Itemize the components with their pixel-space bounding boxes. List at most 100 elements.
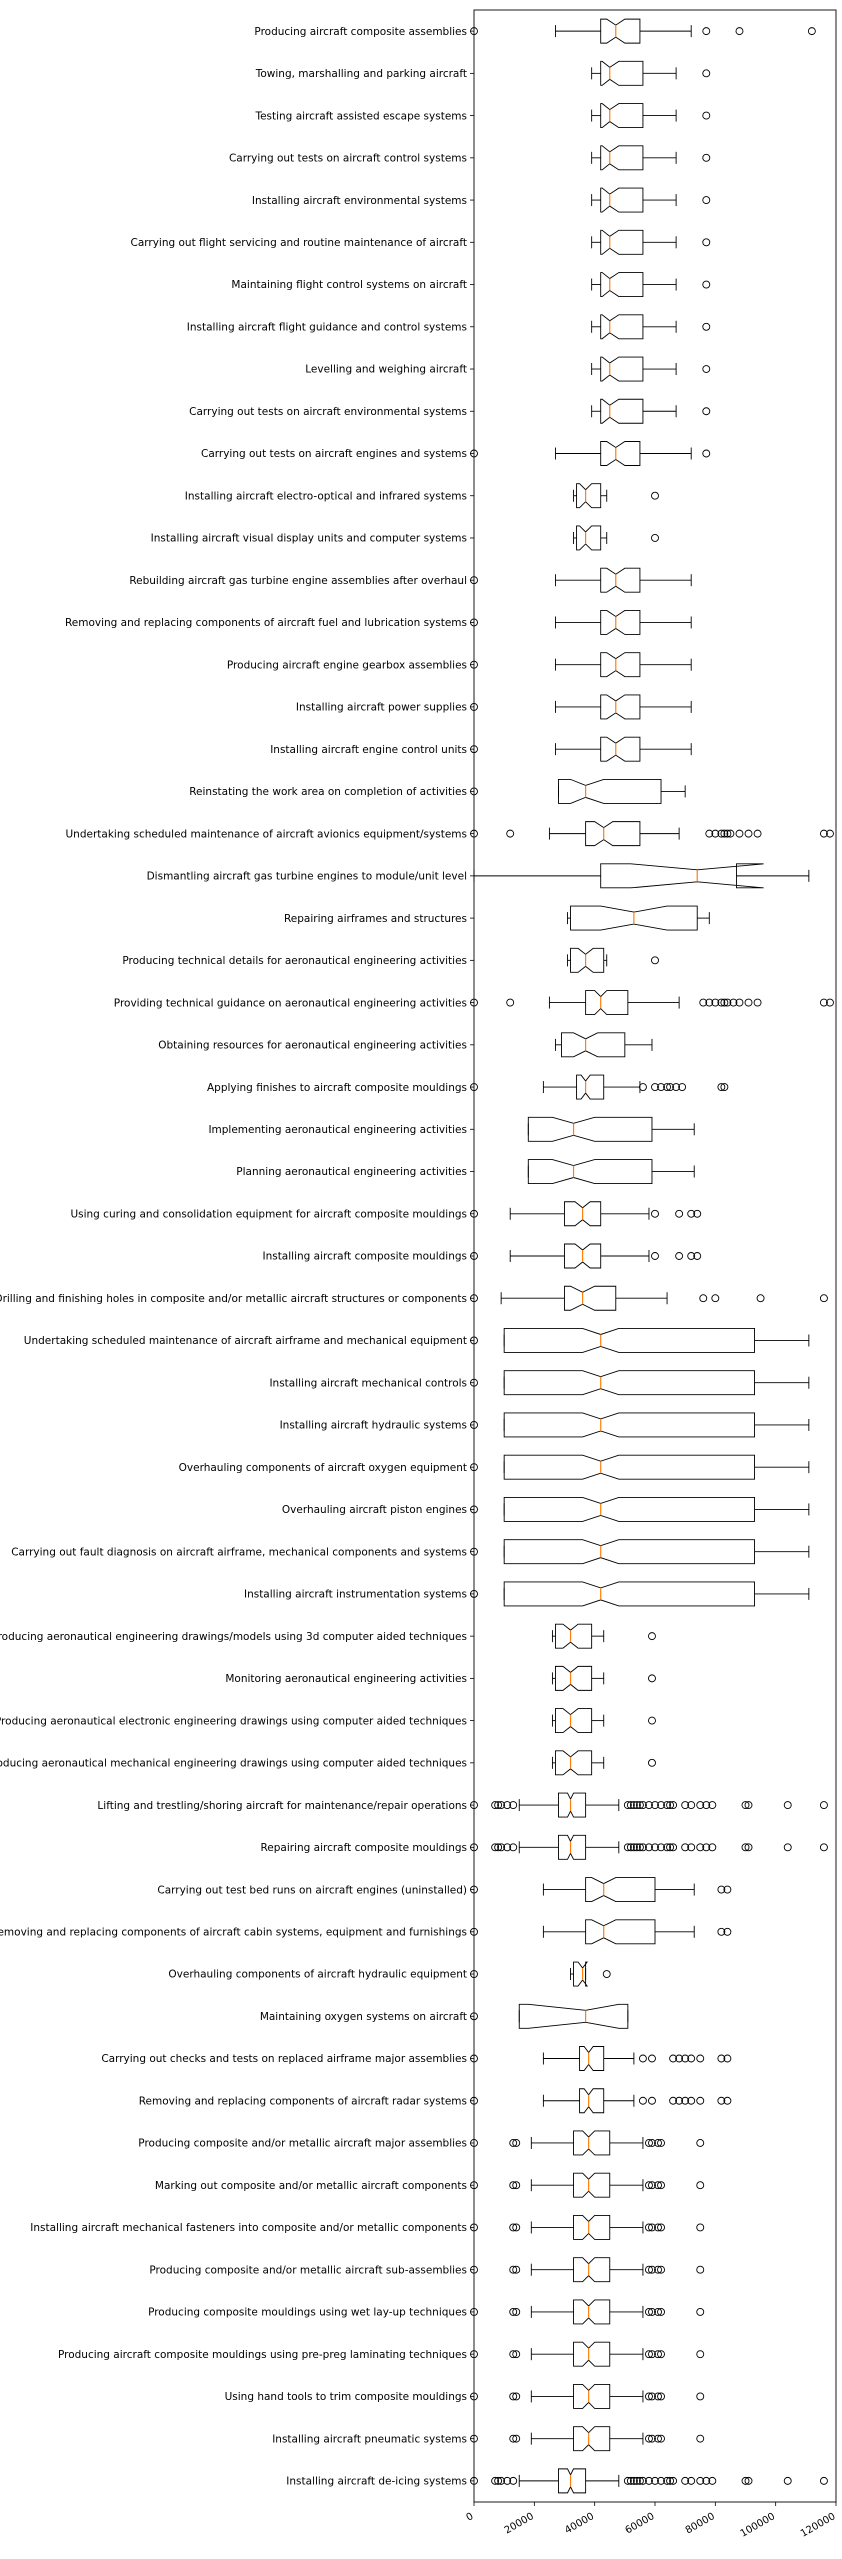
outlier-point <box>720 1083 729 1092</box>
outlier-point <box>681 1843 690 1852</box>
y-tick-label: Producing aeronautical electronic engine… <box>0 1715 467 1727</box>
outlier-point <box>623 2476 632 2485</box>
notched-box <box>600 398 644 424</box>
box-row: Drilling and finishing holes in composit… <box>0 1285 828 1311</box>
outlier-point <box>648 2096 656 2105</box>
box-row: Producing aircraft composite mouldings u… <box>58 2341 705 2367</box>
outlier-point <box>702 280 711 289</box>
notched-box <box>564 1201 602 1227</box>
outlier-point <box>741 1801 750 1810</box>
outlier-point <box>512 2307 521 2316</box>
box-row: Applying finishes to aircraft composite … <box>207 1074 729 1100</box>
notched-box <box>600 694 641 720</box>
outlier-point <box>699 998 708 1007</box>
outlier-point <box>629 1843 638 1852</box>
outlier-point <box>645 2392 653 2401</box>
outlier-point <box>512 2223 521 2232</box>
y-tick-label: Providing technical guidance on aeronaut… <box>114 997 467 1009</box>
y-tick-label: Implementing aeronautical engineering ac… <box>208 1124 467 1136</box>
outlier-point <box>669 1843 678 1852</box>
outlier-point <box>506 829 515 838</box>
outlier-point <box>826 998 834 1007</box>
outlier-point <box>509 2139 518 2147</box>
outlier-point <box>675 2054 684 2063</box>
outlier-point <box>696 2434 705 2443</box>
box-row: Towing, marshalling and parking aircraft <box>255 60 711 86</box>
outlier-point <box>696 2223 705 2232</box>
notched-box <box>600 652 641 678</box>
outlier-point <box>696 1801 705 1810</box>
outlier-point <box>702 449 711 458</box>
outlier-point <box>702 365 711 373</box>
x-tick-label: 0 <box>464 2511 475 2524</box>
outlier-point <box>654 2139 662 2147</box>
notched-box <box>600 609 641 635</box>
x-tick-label: 40000 <box>563 2511 596 2536</box>
box-row: Marking out composite and/or metallic ai… <box>155 2172 705 2198</box>
outlier-point <box>696 2054 705 2063</box>
outlier-point <box>651 1252 659 1260</box>
outlier-point <box>503 1843 512 1852</box>
outlier-point <box>735 998 744 1007</box>
outlier-point <box>648 2139 656 2147</box>
outlier-point <box>708 1801 717 1810</box>
outlier-point <box>657 2181 665 2190</box>
y-tick-label: Installing aircraft de-icing systems <box>286 2476 467 2488</box>
outlier-point <box>645 2434 653 2443</box>
outlier-point <box>626 2476 635 2485</box>
outlier-point <box>497 2476 506 2485</box>
outlier-point <box>651 1801 659 1810</box>
notched-box <box>576 525 602 551</box>
notched-box <box>527 1159 653 1184</box>
notched-box <box>555 1665 593 1691</box>
notched-box <box>579 2088 605 2114</box>
outlier-point <box>708 2476 717 2485</box>
outlier-point <box>744 998 753 1007</box>
outlier-point <box>696 2307 705 2316</box>
outlier-point <box>657 1083 665 1092</box>
y-tick-label: Monitoring aeronautical engineering acti… <box>225 1673 467 1685</box>
outlier-point <box>702 196 711 205</box>
outlier-point <box>678 1083 687 1092</box>
outlier-point <box>657 2265 665 2274</box>
outlier-point <box>723 829 732 838</box>
outlier-point <box>681 2054 690 2063</box>
outlier-point <box>657 2307 665 2316</box>
y-tick-label: Producing aircraft composite mouldings u… <box>58 2349 467 2361</box>
box-row: Using curing and consolidation equipment… <box>70 1201 702 1227</box>
outlier-point <box>491 2476 500 2485</box>
outlier-point <box>702 322 711 331</box>
outlier-point <box>687 1209 696 1218</box>
outlier-point <box>509 2181 518 2190</box>
outlier-point <box>509 1801 518 1810</box>
outlier-point <box>666 2476 675 2485</box>
x-tick-label: 120000 <box>799 2511 838 2540</box>
box-row: Installing aircraft power supplies <box>296 694 692 720</box>
box-rows: Producing aircraft composite assemblies T… <box>0 18 834 2494</box>
box-row: Carrying out test bed runs on aircraft e… <box>157 1877 732 1903</box>
outlier-point <box>491 1801 500 1810</box>
outlier-point <box>648 2307 656 2316</box>
outlier-point <box>756 1294 765 1303</box>
box-row: Installing aircraft hydraulic systems <box>280 1412 810 1438</box>
outlier-point <box>632 1843 641 1852</box>
y-tick-label: Installing aircraft flight guidance and … <box>187 321 467 333</box>
outlier-point <box>648 2054 656 2063</box>
notched-box <box>555 1708 593 1734</box>
outlier-point <box>717 998 726 1007</box>
outlier-point <box>654 2392 662 2401</box>
box-row: Installing aircraft environmental system… <box>252 187 711 213</box>
notched-box <box>585 1919 656 1945</box>
y-tick-label: Installing aircraft mechanical controls <box>269 1377 467 1389</box>
box-row: Carrying out fault diagnosis on aircraft… <box>11 1539 810 1565</box>
box-row: Maintaining flight control systems on ai… <box>231 272 711 297</box>
outlier-point <box>645 2223 653 2232</box>
outlier-point <box>651 1209 659 1218</box>
box-row: Installing aircraft mechanical fasteners… <box>30 2215 705 2240</box>
outlier-point <box>509 1843 518 1852</box>
outlier-point <box>632 2476 641 2485</box>
outlier-point <box>783 1801 792 1810</box>
outlier-point <box>635 1843 644 1852</box>
outlier-point <box>693 1209 702 1218</box>
box-row: Overhauling aircraft piston engines <box>282 1496 810 1522</box>
